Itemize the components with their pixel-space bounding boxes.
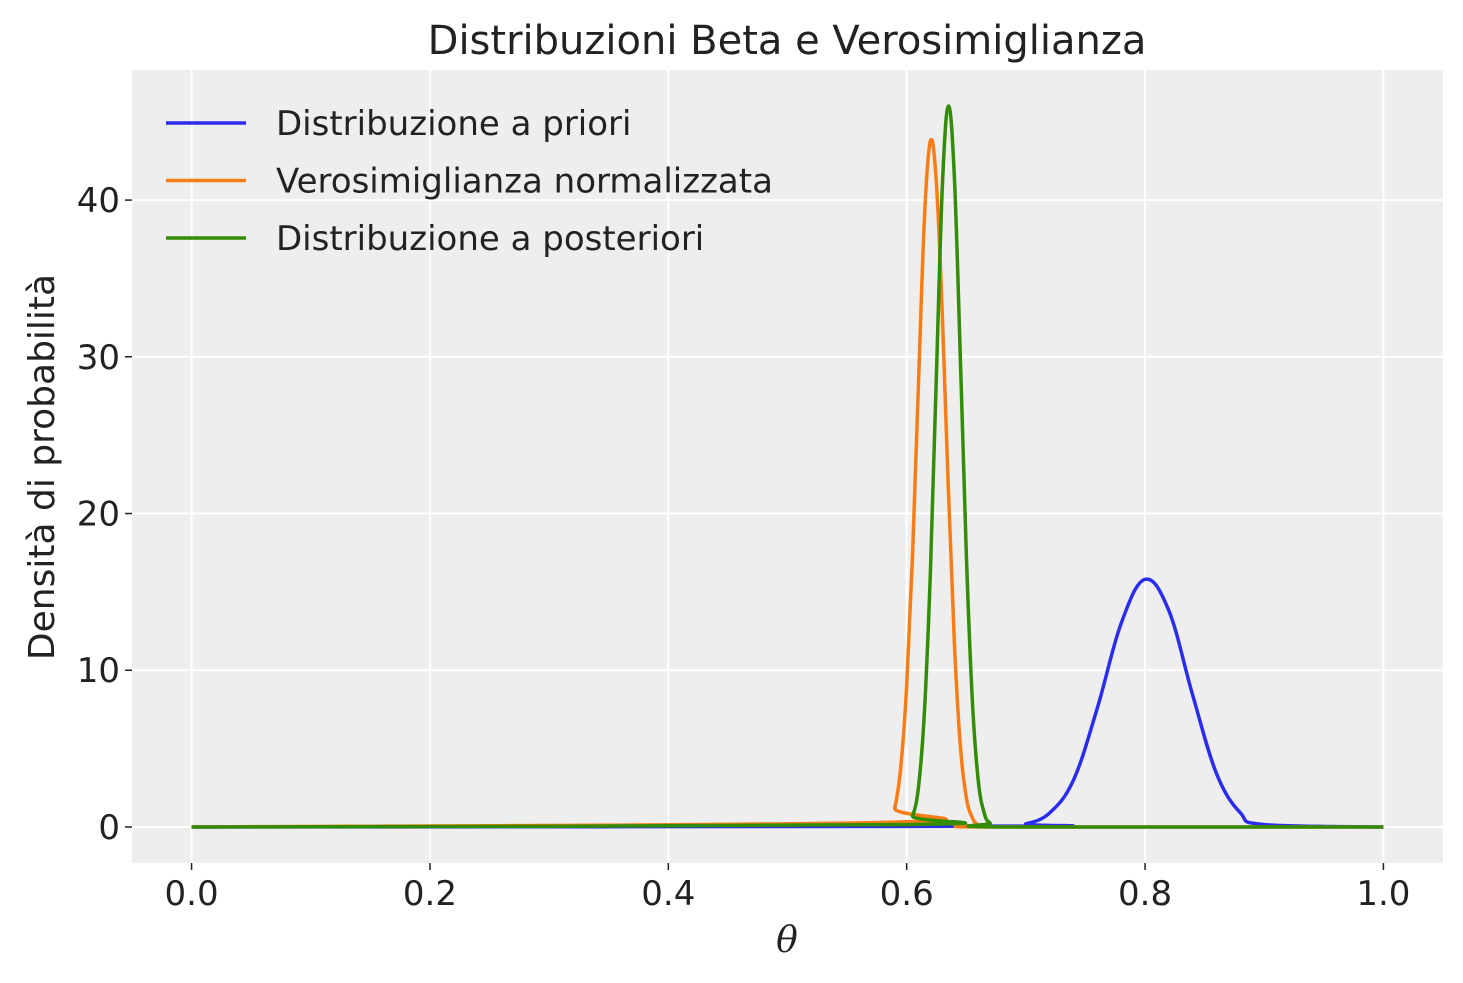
series-line-2: [191, 137, 1384, 829]
y-tick-label: 20: [77, 495, 120, 535]
x-tick-label: 0.4: [641, 874, 695, 914]
y-tick-label: 30: [77, 338, 120, 378]
y-axis-label: Densità di probabilità: [22, 274, 63, 660]
x-tick-label: 0.0: [165, 874, 219, 914]
chart-title: Distribuzioni Beta e Verosimiglianza: [428, 18, 1147, 64]
x-tick-label: 0.8: [1118, 874, 1172, 914]
x-tick-label: 0.6: [880, 874, 934, 914]
legend: Distribuzione a priori Verosimiglianza no…: [166, 104, 773, 259]
legend-label: Verosimiglianza normalizzata: [276, 162, 773, 202]
legend-label: Distribuzione a priori: [276, 104, 631, 144]
legend-label: Distribuzione a posteriori: [276, 219, 704, 259]
y-axis-ticks: 0 10 20 30 40: [77, 181, 132, 848]
y-tick-label: 40: [77, 181, 120, 221]
y-tick-label: 0: [98, 808, 120, 848]
plot-background: [132, 70, 1443, 863]
series-lines: [191, 104, 1384, 829]
series-line-3: [191, 104, 1384, 829]
y-tick-label: 10: [77, 651, 120, 691]
x-tick-label: 1.0: [1356, 874, 1410, 914]
x-tick-label: 0.2: [403, 874, 457, 914]
x-axis-ticks: 0.0 0.2 0.4 0.6 0.8 1.0: [165, 863, 1410, 914]
x-axis-label: θ: [776, 920, 798, 961]
